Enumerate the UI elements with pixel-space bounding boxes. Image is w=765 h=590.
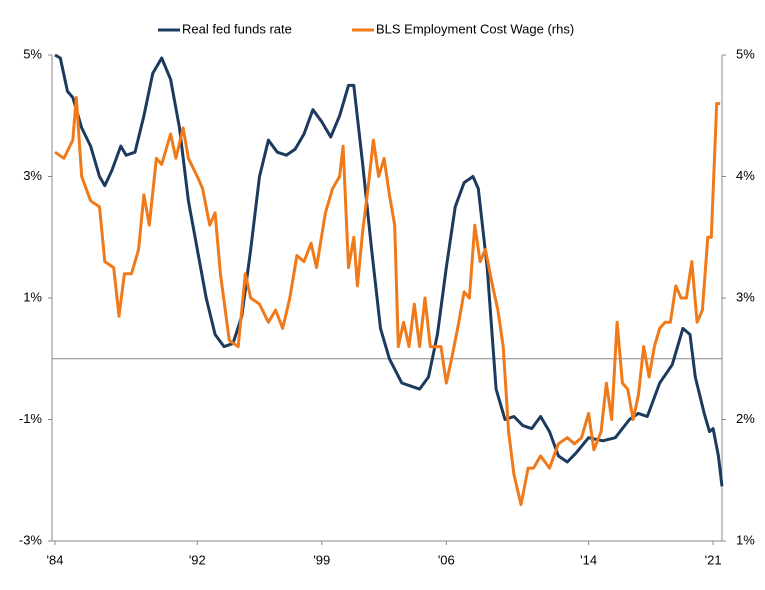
y-tick-label: -3% (19, 532, 43, 547)
y2-tick-label: 1% (736, 532, 755, 547)
x-tick-label: '99 (313, 552, 330, 567)
y-tick-label: 3% (23, 168, 42, 183)
y2-tick-label: 2% (736, 411, 755, 426)
y-tick-label: 5% (23, 46, 42, 61)
legend-label: Real fed funds rate (182, 21, 292, 36)
y2-tick-label: 3% (736, 289, 755, 304)
legend: Real fed funds rate BLS Employment Cost W… (158, 21, 574, 36)
x-tick-label: '84 (47, 552, 64, 567)
x-tick-label: '14 (580, 552, 597, 567)
y-tick-label: -1% (19, 411, 43, 426)
series-line (54, 96, 721, 507)
y2-tick-label: 5% (736, 46, 755, 61)
series-line (54, 53, 724, 487)
x-tick-label: '92 (189, 552, 206, 567)
y-tick-label: 1% (23, 289, 42, 304)
x-tick-label: '06 (438, 552, 455, 567)
y2-tick-label: 4% (736, 168, 755, 183)
legend-label: BLS Employment Cost Wage (rhs) (376, 21, 574, 36)
x-tick-label: '21 (705, 552, 722, 567)
